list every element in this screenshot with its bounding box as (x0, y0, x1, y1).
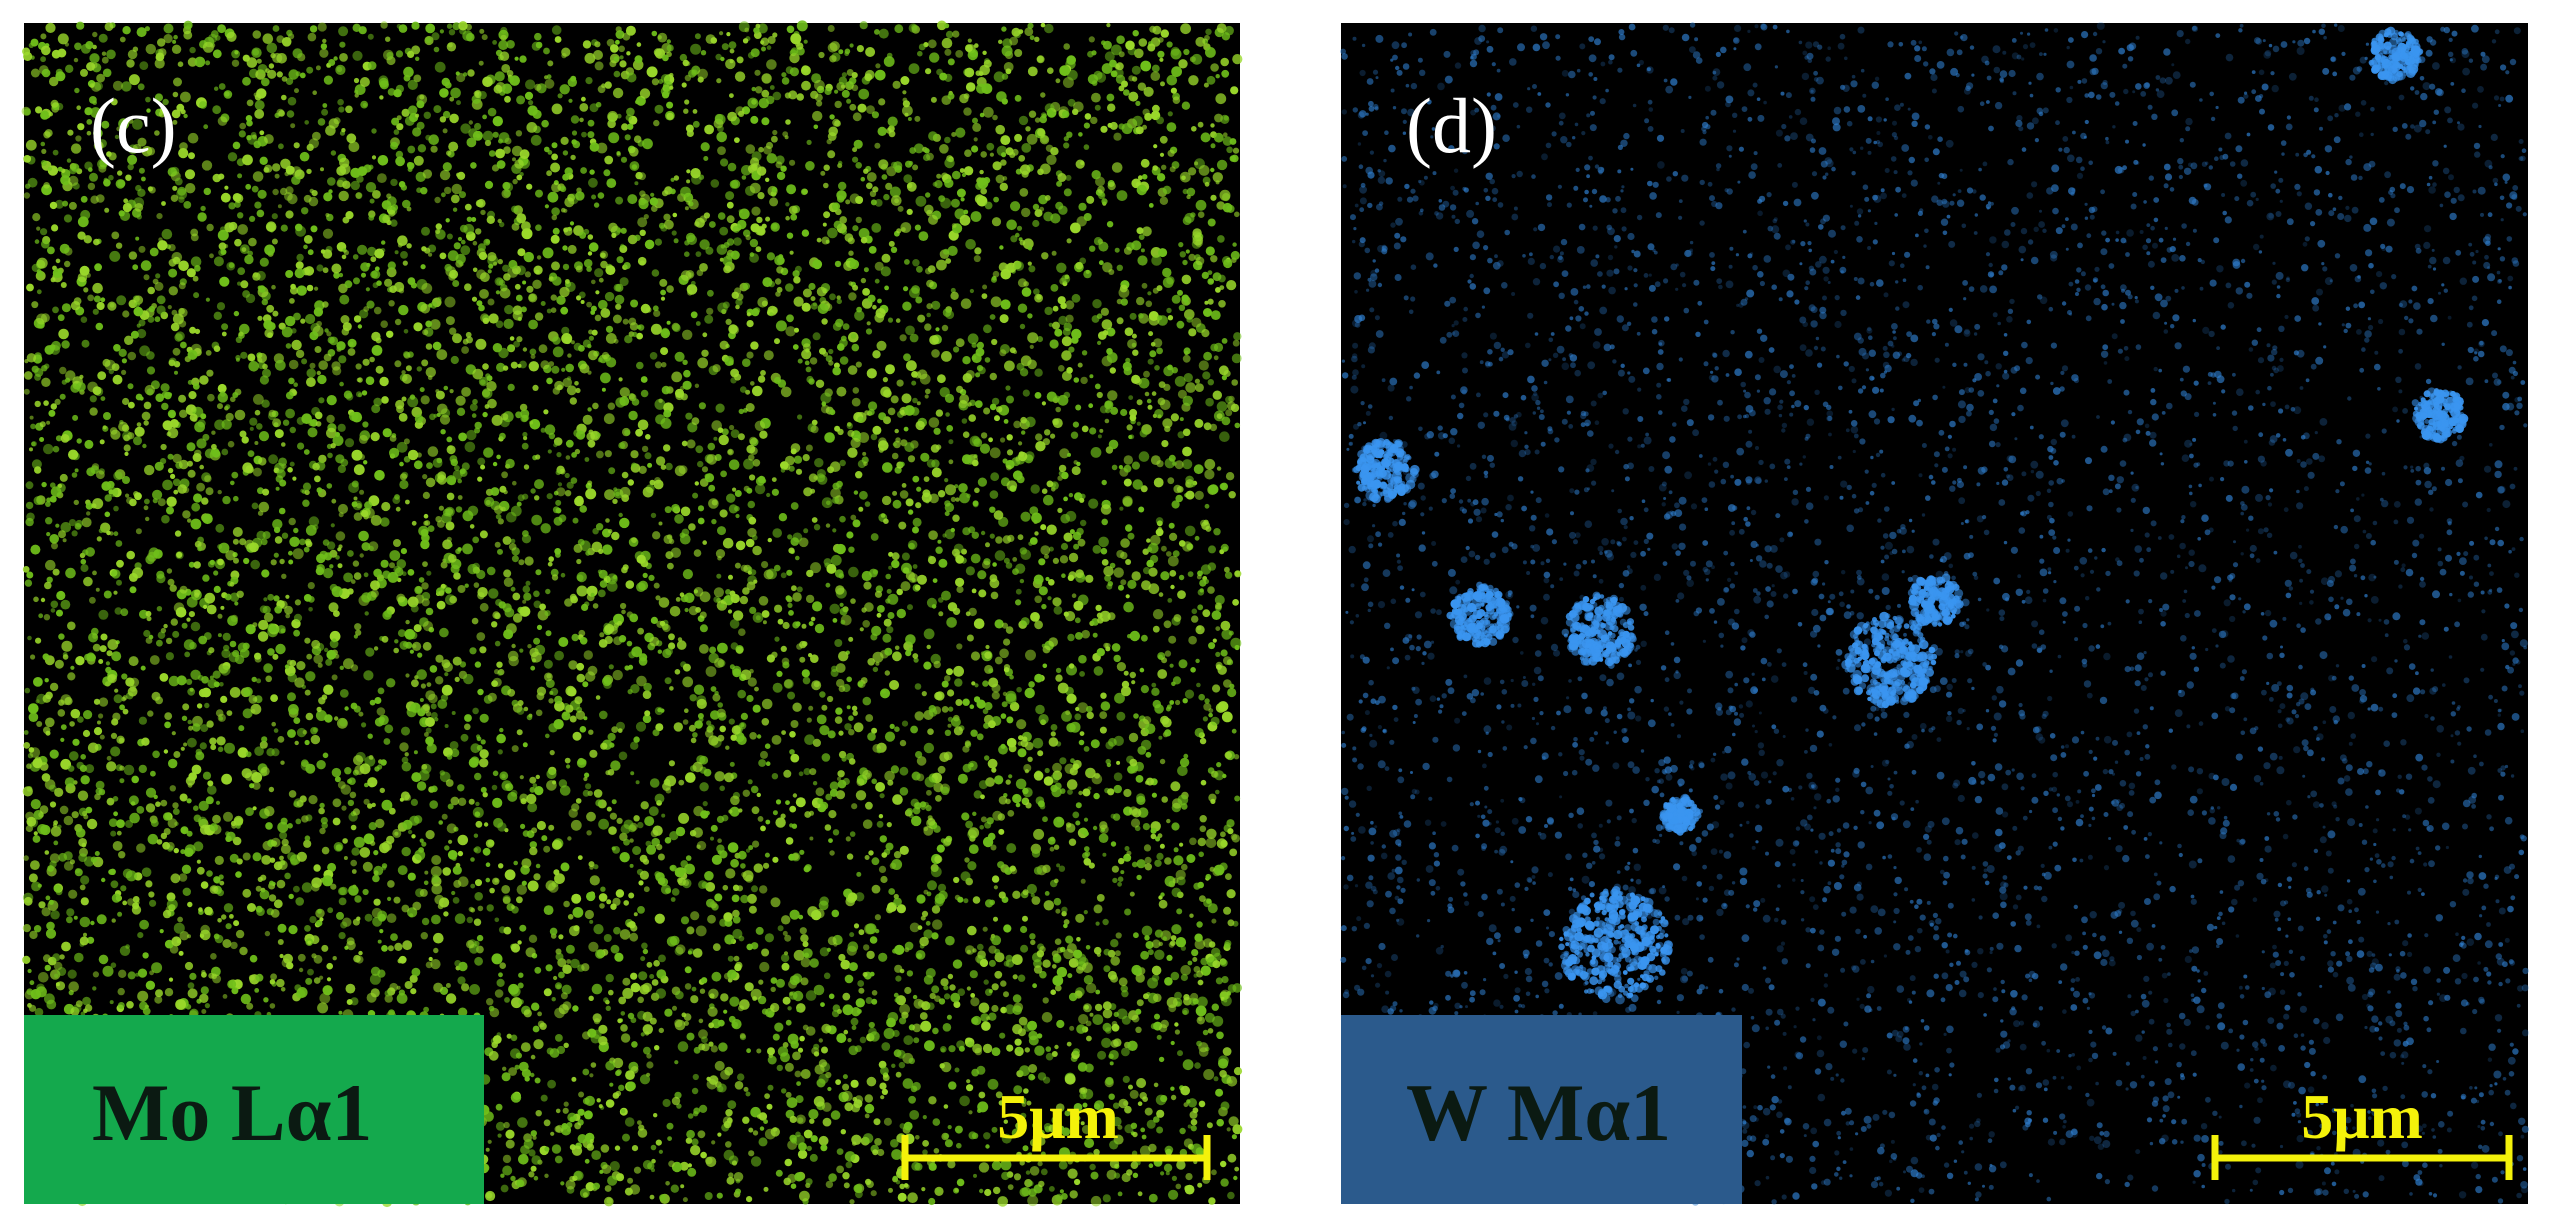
panel-label: (c) (90, 82, 177, 169)
element-label: W Mα1 (1406, 1067, 1671, 1158)
element-label: Mo Lα1 (92, 1067, 372, 1158)
scale-bar-label: 5μm (997, 1081, 1119, 1152)
speckle-texture (1340, 21, 2529, 1206)
scale-bar (2211, 1135, 2513, 1180)
element-box (1341, 1015, 1742, 1204)
speckle-texture (21, 20, 1243, 1208)
element-box (24, 1015, 484, 1204)
panel-label: (d) (1406, 82, 1497, 169)
panel-c: (c) Mo Lα1 5μm (21, 20, 1243, 1208)
scale-bar (901, 1135, 1211, 1180)
scale-bar-label: 5μm (2301, 1081, 2423, 1152)
panel-d: (d) W Mα1 5μm (1340, 21, 2529, 1206)
